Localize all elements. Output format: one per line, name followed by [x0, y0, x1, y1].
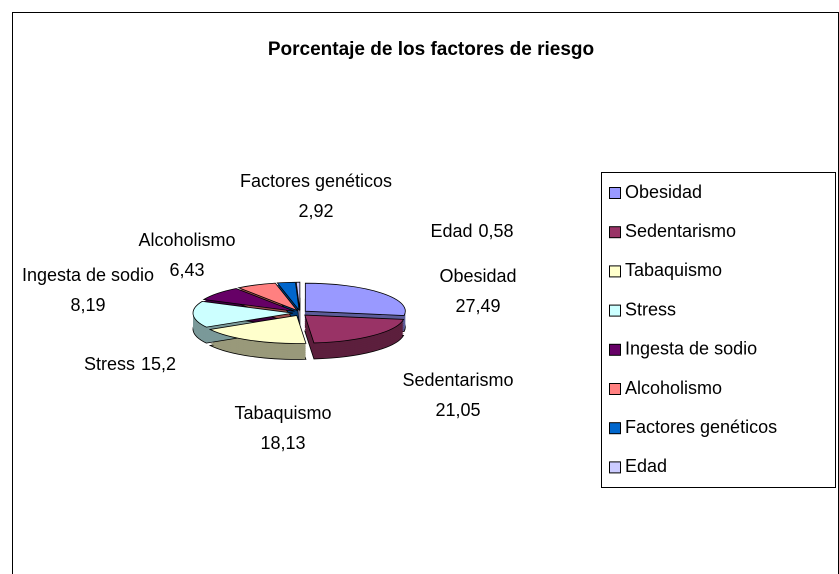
slice: [304, 314, 405, 344]
legend-swatch: [609, 226, 621, 239]
chart-title: Porcentaje de los factores de riesgo: [268, 39, 594, 60]
data-label-value: 27,49: [455, 296, 500, 316]
legend-swatch: [609, 304, 621, 317]
legend-label: Alcoholismo: [625, 378, 722, 398]
data-label-name: Factores genéticos: [240, 171, 392, 191]
data-label: Stress 15,2: [84, 354, 176, 374]
data-label-value: 0,58: [479, 221, 514, 241]
data-label: Edad 0,58: [430, 221, 513, 241]
slice: [295, 281, 301, 311]
slice: [276, 281, 300, 312]
data-label-name: Tabaquismo: [234, 403, 331, 423]
data-label-value: 21,05: [435, 400, 480, 420]
data-label-name: Ingesta de sodio: [22, 265, 154, 285]
data-label-name: Sedentarismo: [402, 370, 513, 390]
slice: [208, 315, 307, 344]
legend-label: Stress: [625, 299, 676, 319]
data-label-value: 15,2: [141, 354, 176, 374]
legend-label: Sedentarismo: [625, 221, 736, 241]
slice: [237, 282, 299, 312]
slice: [202, 288, 295, 312]
legend-label: Tabaquismo: [625, 260, 722, 280]
legend-swatch: [609, 265, 621, 278]
data-label-value: 6,43: [169, 260, 204, 280]
data-label-name: Edad: [430, 221, 472, 241]
legend-swatch: [609, 383, 621, 395]
slice: [304, 282, 406, 316]
data-label-name: Alcoholismo: [138, 230, 235, 250]
slice: [192, 300, 294, 328]
data-label-name: Stress: [84, 354, 135, 374]
data-label-value: 8,19: [70, 295, 105, 315]
legend-swatch: [609, 187, 621, 199]
legend-swatch: [609, 422, 621, 435]
legend-label: Edad: [625, 456, 667, 476]
legend-box: [601, 172, 836, 488]
legend-swatch: [609, 461, 621, 474]
data-label-name: Obesidad: [439, 266, 516, 286]
legend-swatch: [609, 343, 621, 356]
legend-label: Ingesta de sodio: [625, 339, 757, 359]
data-label-value: 2,92: [298, 201, 333, 221]
legend-label: Obesidad: [625, 182, 702, 202]
legend-label: Factores genéticos: [625, 417, 777, 437]
data-label-value: 18,13: [260, 433, 305, 453]
